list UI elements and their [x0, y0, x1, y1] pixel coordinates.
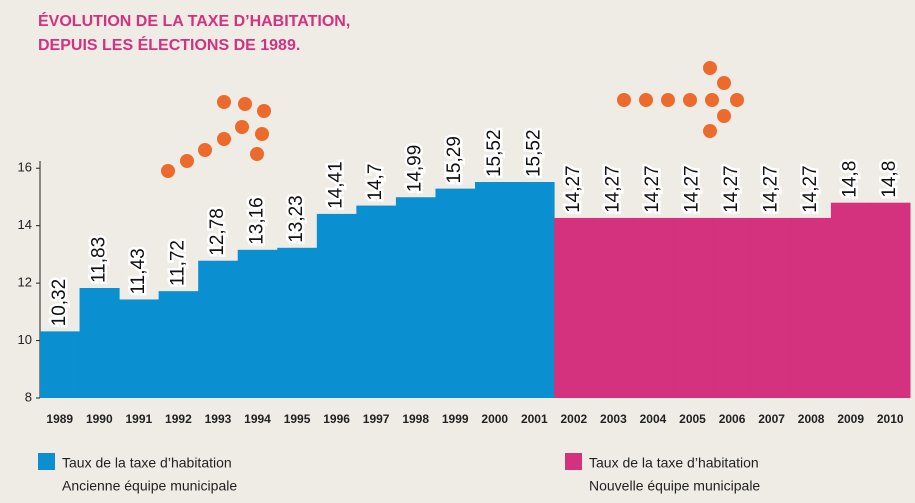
bar	[554, 218, 594, 398]
value-label: 14,27	[602, 165, 623, 213]
value-label: 11,83	[88, 237, 109, 283]
x-tick-label: 2000	[481, 412, 508, 426]
legend-label: Nouvelle équipe municipale	[589, 478, 760, 494]
x-tick-label: 1991	[126, 412, 153, 426]
value-label: 14,27	[721, 165, 742, 213]
x-tick-label: 2001	[521, 412, 548, 426]
x-tick-label: 2003	[600, 412, 627, 426]
x-tick-label: 1997	[363, 412, 390, 426]
bar	[475, 182, 515, 398]
bar	[791, 218, 831, 398]
bar	[831, 203, 871, 398]
bar	[356, 206, 396, 398]
x-tick-label: 1996	[323, 412, 350, 426]
chart: ÉVOLUTION DE LA TAXE D’HABITATION, DEPUI…	[0, 0, 915, 503]
value-label: 14,8	[840, 161, 861, 198]
legend-swatch	[38, 453, 55, 470]
bar	[119, 299, 159, 398]
legend-label: Taux de la taxe d’habitation	[589, 455, 759, 471]
x-tick-label: 2008	[798, 412, 825, 426]
value-label: 14,27	[761, 165, 782, 213]
y-tick-label: 16	[18, 160, 32, 175]
x-tick-label: 1994	[244, 412, 271, 426]
bar	[80, 288, 120, 398]
bar	[870, 203, 910, 398]
bar	[317, 214, 357, 398]
bar	[633, 218, 673, 398]
x-tick-label: 2004	[640, 412, 667, 426]
bar	[277, 248, 317, 398]
x-tick-label: 1999	[442, 412, 469, 426]
x-tick-label: 2010	[877, 412, 904, 426]
legend-swatch	[565, 453, 582, 470]
bar	[198, 261, 238, 398]
bar	[515, 182, 555, 398]
value-label: 12,78	[207, 208, 228, 256]
value-label: 15,52	[523, 129, 544, 177]
value-label: 11,72	[167, 240, 188, 286]
x-tick-label: 1989	[46, 412, 73, 426]
value-label: 14,7	[365, 164, 386, 201]
chart-title: ÉVOLUTION DE LA TAXE D’HABITATION,	[38, 11, 350, 30]
value-label: 15,52	[484, 129, 505, 177]
x-tick-label: 1993	[205, 412, 232, 426]
bar	[159, 291, 199, 398]
y-tick-label: 10	[18, 332, 32, 347]
x-tick-label: 1992	[165, 412, 192, 426]
bar	[752, 218, 792, 398]
bar	[238, 250, 278, 398]
x-tick-label: 1998	[402, 412, 429, 426]
value-label: 13,23	[286, 195, 307, 243]
bar	[712, 218, 752, 398]
value-label: 13,16	[247, 197, 268, 245]
bar	[673, 218, 713, 398]
x-tick-label: 2007	[758, 412, 785, 426]
legend-label: Ancienne équipe municipale	[62, 478, 237, 494]
value-label: 10,32	[49, 279, 70, 327]
value-label: 14,27	[800, 165, 821, 213]
bar	[396, 197, 436, 398]
x-tick-label: 2006	[719, 412, 746, 426]
value-label: 14,99	[405, 145, 426, 193]
x-tick-label: 2009	[837, 412, 864, 426]
x-tick-label: 1990	[86, 412, 113, 426]
value-label: 14,27	[642, 165, 663, 213]
value-label: 15,29	[444, 136, 465, 184]
chart-subtitle: DEPUIS LES ÉLECTIONS DE 1989.	[38, 35, 300, 54]
legend-label: Taux de la taxe d’habitation	[62, 455, 232, 471]
bar	[40, 331, 80, 398]
value-label: 14,27	[563, 165, 584, 213]
x-tick-label: 1995	[284, 412, 311, 426]
bar	[435, 189, 475, 398]
x-tick-label: 2005	[679, 412, 706, 426]
x-tick-label: 2002	[561, 412, 588, 426]
y-tick-label: 14	[18, 217, 32, 232]
value-label: 14,8	[879, 161, 900, 198]
y-tick-label: 8	[25, 389, 32, 404]
value-label: 11,43	[128, 248, 149, 294]
value-label: 14,41	[326, 161, 347, 209]
value-label: 14,27	[682, 165, 703, 213]
bar	[594, 218, 634, 398]
y-tick-label: 12	[18, 275, 32, 290]
